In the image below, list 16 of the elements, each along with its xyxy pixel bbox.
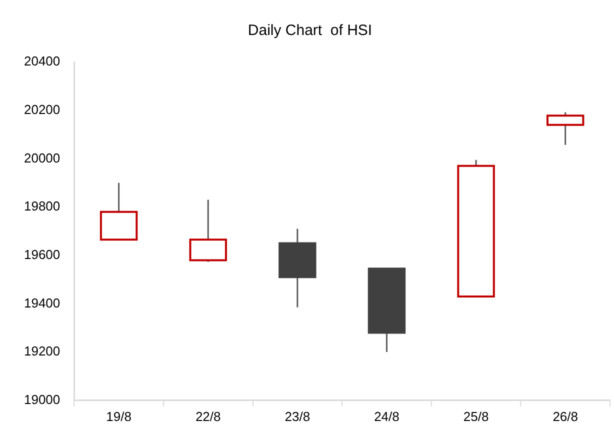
x-tick-label: 19/8 bbox=[106, 408, 132, 424]
x-tick-label: 26/8 bbox=[552, 408, 578, 424]
y-tick-label: 19000 bbox=[24, 392, 60, 407]
y-tick-label: 20400 bbox=[24, 54, 60, 69]
x-tick-label: 23/8 bbox=[284, 408, 310, 424]
y-tick-label: 19400 bbox=[24, 295, 60, 310]
x-tick-label: 24/8 bbox=[374, 408, 400, 424]
candlestick bbox=[368, 268, 406, 353]
y-tick-label: 20000 bbox=[24, 150, 60, 166]
x-tick-label: 25/8 bbox=[463, 408, 489, 424]
chart-title: Daily Chart of HSI bbox=[248, 22, 372, 40]
y-tick-label: 20200 bbox=[24, 102, 60, 117]
y-tick-label: 19200 bbox=[24, 344, 60, 359]
x-tick-label: 22/8 bbox=[195, 408, 221, 424]
y-tick-label: 19800 bbox=[24, 198, 60, 214]
y-tick-label: 19600 bbox=[24, 246, 60, 262]
